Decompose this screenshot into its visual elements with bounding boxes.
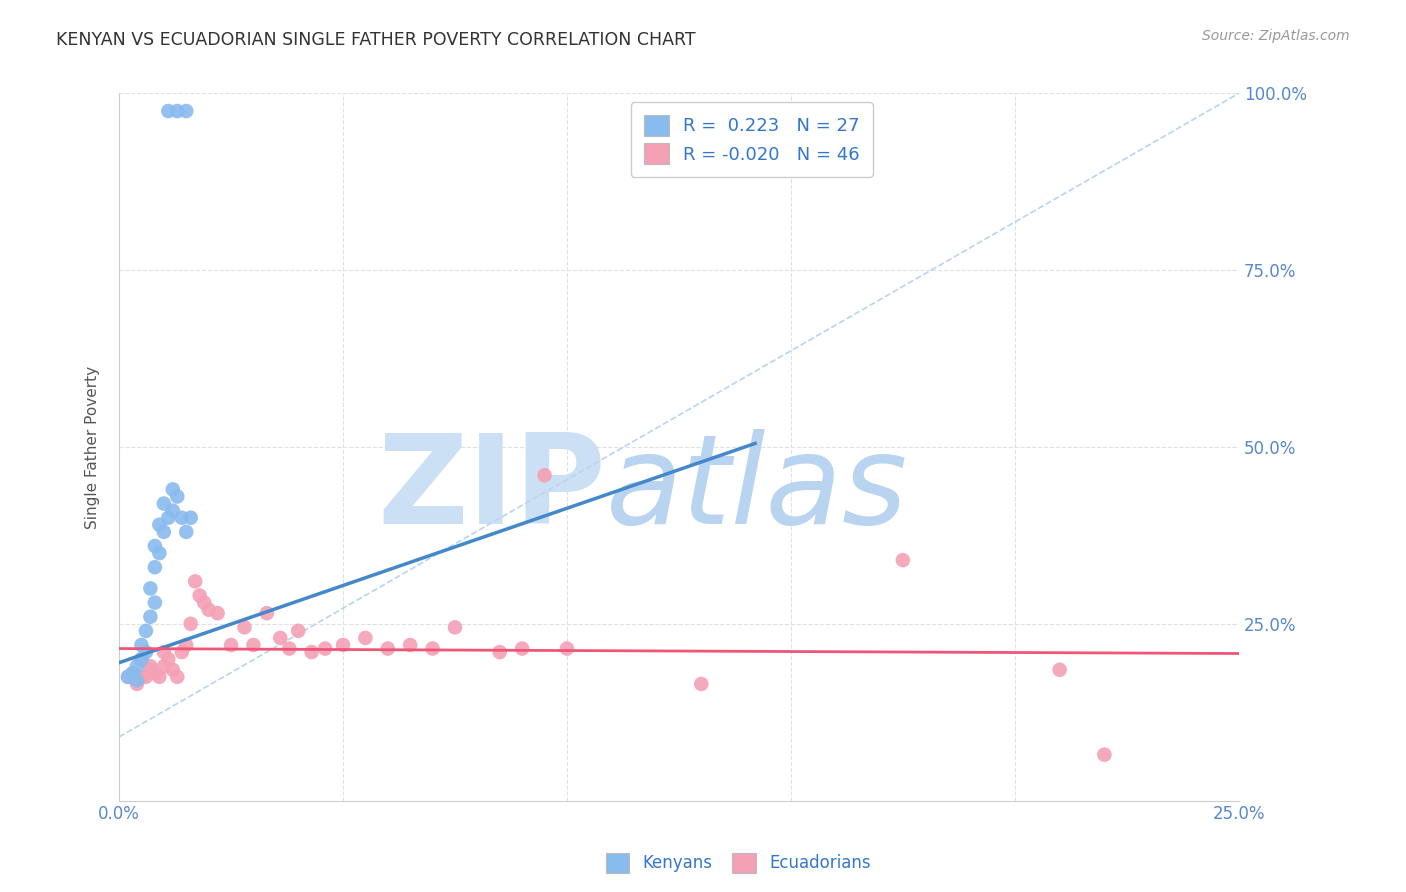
Point bbox=[143, 539, 166, 553]
Point bbox=[157, 510, 180, 524]
Point bbox=[143, 666, 166, 681]
Point bbox=[148, 546, 170, 560]
Text: atlas: atlas bbox=[606, 429, 908, 550]
Point bbox=[121, 666, 143, 681]
Point bbox=[162, 503, 184, 517]
Point bbox=[162, 663, 184, 677]
Point bbox=[153, 497, 176, 511]
Point bbox=[125, 677, 148, 691]
Point bbox=[135, 624, 157, 638]
Point bbox=[139, 663, 162, 677]
Point bbox=[153, 659, 176, 673]
Point bbox=[148, 670, 170, 684]
Point bbox=[139, 582, 162, 596]
Point bbox=[354, 631, 377, 645]
Point bbox=[422, 641, 444, 656]
Point bbox=[131, 638, 153, 652]
Point bbox=[256, 606, 278, 620]
Point bbox=[180, 616, 202, 631]
Point bbox=[125, 673, 148, 688]
Point bbox=[1092, 747, 1115, 762]
Point bbox=[690, 677, 713, 691]
Point bbox=[188, 589, 211, 603]
Point bbox=[444, 620, 467, 634]
Point bbox=[510, 641, 533, 656]
Point bbox=[332, 638, 354, 652]
Point bbox=[143, 560, 166, 574]
Point bbox=[174, 638, 197, 652]
Point bbox=[170, 645, 193, 659]
Point bbox=[117, 670, 139, 684]
Point bbox=[533, 468, 555, 483]
Point bbox=[207, 606, 229, 620]
Point bbox=[555, 641, 578, 656]
Point bbox=[166, 103, 188, 118]
Point bbox=[131, 652, 153, 666]
Point bbox=[233, 620, 256, 634]
Point bbox=[891, 553, 914, 567]
Point bbox=[162, 483, 184, 497]
Point bbox=[153, 524, 176, 539]
Point bbox=[139, 659, 162, 673]
Point bbox=[193, 596, 215, 610]
Point bbox=[242, 638, 264, 652]
Point bbox=[314, 641, 336, 656]
Point bbox=[269, 631, 291, 645]
Legend: R =  0.223   N = 27, R = -0.020   N = 46: R = 0.223 N = 27, R = -0.020 N = 46 bbox=[631, 103, 873, 177]
Point bbox=[488, 645, 510, 659]
Point bbox=[153, 645, 176, 659]
Point bbox=[143, 596, 166, 610]
Point bbox=[148, 517, 170, 532]
Point bbox=[121, 666, 143, 681]
Point bbox=[166, 670, 188, 684]
Point bbox=[135, 645, 157, 659]
Point bbox=[377, 641, 399, 656]
Point bbox=[287, 624, 309, 638]
Point bbox=[174, 524, 197, 539]
Point bbox=[174, 103, 197, 118]
Point bbox=[139, 609, 162, 624]
Point bbox=[170, 510, 193, 524]
Text: KENYAN VS ECUADORIAN SINGLE FATHER POVERTY CORRELATION CHART: KENYAN VS ECUADORIAN SINGLE FATHER POVER… bbox=[56, 31, 696, 49]
Point bbox=[166, 490, 188, 504]
Point bbox=[219, 638, 242, 652]
Point bbox=[399, 638, 422, 652]
Text: Source: ZipAtlas.com: Source: ZipAtlas.com bbox=[1202, 29, 1350, 43]
Point bbox=[184, 574, 207, 589]
Point bbox=[131, 652, 153, 666]
Point bbox=[180, 510, 202, 524]
Point bbox=[1049, 663, 1071, 677]
Point bbox=[157, 103, 180, 118]
Text: ZIP: ZIP bbox=[377, 429, 606, 550]
Point bbox=[197, 602, 219, 616]
Y-axis label: Single Father Poverty: Single Father Poverty bbox=[86, 366, 100, 529]
Point bbox=[117, 670, 139, 684]
Point bbox=[131, 670, 153, 684]
Point bbox=[157, 652, 180, 666]
Point bbox=[125, 659, 148, 673]
Point bbox=[301, 645, 323, 659]
Point bbox=[278, 641, 301, 656]
Point bbox=[135, 670, 157, 684]
Legend: Kenyans, Ecuadorians: Kenyans, Ecuadorians bbox=[599, 847, 877, 880]
